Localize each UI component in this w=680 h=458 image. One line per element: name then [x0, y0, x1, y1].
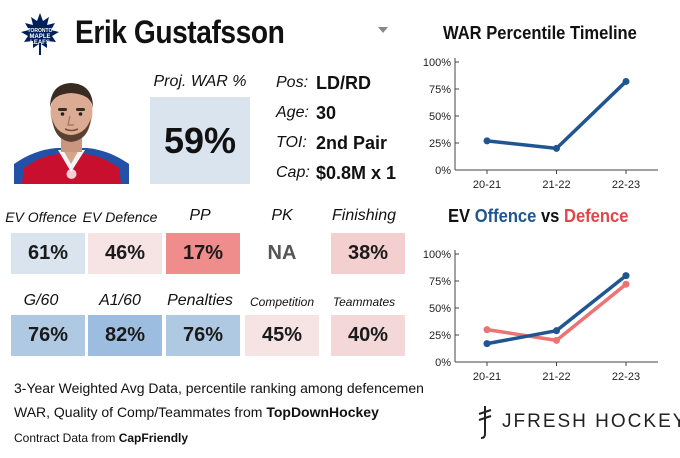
metric-label-pk: PK	[271, 207, 293, 224]
chart2-ytick-label: 75%	[429, 276, 451, 288]
info-value-cap: $0.8M x 1	[316, 163, 397, 183]
chart2-series-1-point	[553, 336, 560, 344]
chart1-title: WAR Percentile Timeline	[443, 23, 637, 43]
ev-offence-defence-chart: 100% 75% 50% 25% 0% 20-21 21-22 22-23	[423, 249, 658, 383]
footer-note-war: WAR, Quality of Comp/Teammates from TopD…	[14, 404, 379, 420]
chart2-series-1-point	[483, 326, 491, 334]
war-percentile-chart: 100% 75% 50% 25% 0% 20-21 21-22 22-23	[423, 57, 658, 191]
info-value-pos: LD/RD	[316, 73, 371, 93]
chart1-xtick-label: 20-21	[473, 179, 501, 191]
metric-label-pp: PP	[189, 207, 211, 224]
chart1-ytick-label: 0%	[435, 165, 451, 177]
footer-note-data: 3-Year Weighted Avg Data, percentile ran…	[14, 380, 424, 396]
footer-contract-prefix: Contract Data from	[14, 431, 119, 445]
metric-value-penalties: 76%	[166, 315, 240, 356]
logo-text-line2: MAPLE	[30, 34, 51, 40]
chart1-series-0-point	[622, 77, 630, 85]
metric-label-competition: Competition	[249, 295, 315, 309]
metric-label-finishing: Finishing	[331, 207, 397, 224]
chart2-ytick-label: 0%	[435, 357, 451, 369]
brand-text: JFRESH HOCKEY	[502, 411, 680, 432]
chart2-title-defence: Defence	[563, 206, 629, 226]
metric-value-pk: NA	[245, 233, 319, 274]
metric-value-ev-defence: 46%	[88, 233, 162, 274]
chart2-series-0-point	[553, 327, 560, 335]
chart2-title: EV Offence vs Defence	[448, 206, 628, 227]
metric-value-a160: 82%	[88, 315, 162, 356]
chart2-xtick-label: 20-21	[473, 371, 501, 383]
info-label-pos: Pos:	[276, 74, 309, 91]
chart2-title-part1: EV	[448, 206, 475, 226]
chart2-ytick-label: 25%	[429, 330, 451, 342]
chart1-ytick-label: 50%	[429, 111, 451, 123]
chart2-title-offence: Offence	[474, 206, 537, 226]
footer-war-prefix: WAR, Quality of Comp/Teammates from	[14, 404, 267, 420]
chart1-series-0-line	[486, 80, 628, 151]
chart1-ytick-label: 75%	[429, 84, 451, 96]
logo-text-line1: TORONTO	[28, 28, 53, 34]
metric-value-teammates: 40%	[331, 315, 405, 356]
logo-text-line3: LEAFS	[30, 40, 50, 46]
info-value-toi: 2nd Pair	[316, 133, 388, 153]
metric-value-pp: 17%	[166, 233, 240, 274]
metric-label-ev-defence: EV Defence	[82, 209, 158, 225]
metric-label-penalties: Penalties	[167, 292, 233, 309]
footer-war-source: TopDownHockey	[266, 404, 379, 420]
chart1-ytick-label: 25%	[429, 138, 451, 150]
chart2-xtick-label: 21-22	[542, 371, 570, 383]
chart2-title-part3: vs	[536, 206, 564, 226]
footer-note-contract: Contract Data from CapFriendly	[14, 431, 188, 445]
team-logo: TORONTO MAPLE LEAFS	[18, 12, 62, 56]
chart1-series-0-point	[553, 144, 560, 152]
chart1-xtick-label: 21-22	[542, 179, 570, 191]
chart2-ytick-label: 50%	[429, 303, 451, 315]
jfresh-mark-icon	[478, 406, 492, 439]
chart2-ytick-label: 100%	[423, 249, 451, 261]
proj-war-value: 59%	[150, 97, 250, 184]
metric-label-ev-offence: EV Offence	[5, 209, 77, 225]
player-photo	[14, 68, 129, 184]
player-name: Erik Gustafsson	[75, 14, 285, 50]
chevron-down-icon[interactable]	[378, 27, 388, 33]
metric-label-a160: A1/60	[99, 292, 141, 309]
chart1-series-0-point	[483, 137, 491, 145]
metric-value-finishing: 38%	[331, 233, 405, 274]
metric-label-teammates: Teammates	[332, 295, 396, 309]
chart2-xtick-label: 22-23	[612, 371, 640, 383]
info-value-age: 30	[316, 103, 337, 123]
proj-war-label: Proj. WAR %	[153, 73, 247, 90]
metric-value-competition: 45%	[245, 315, 319, 356]
chart2-series-0-point	[483, 340, 491, 348]
chart1-xtick-label: 22-23	[612, 179, 640, 191]
chart2-series-1-point	[622, 280, 630, 288]
info-label-cap: Cap:	[276, 164, 310, 181]
metric-label-g60: G/60	[23, 292, 59, 309]
brand-logo: JFRESH HOCKEY	[476, 404, 680, 440]
chart2-series-0-point	[622, 272, 630, 280]
info-label-toi: TOI:	[276, 134, 307, 151]
metric-value-ev-offence: 61%	[11, 233, 85, 274]
chart1-ytick-label: 100%	[423, 57, 451, 69]
metric-value-g60: 76%	[11, 315, 85, 356]
footer-contract-source: CapFriendly	[118, 431, 189, 445]
info-label-age: Age:	[276, 104, 309, 121]
